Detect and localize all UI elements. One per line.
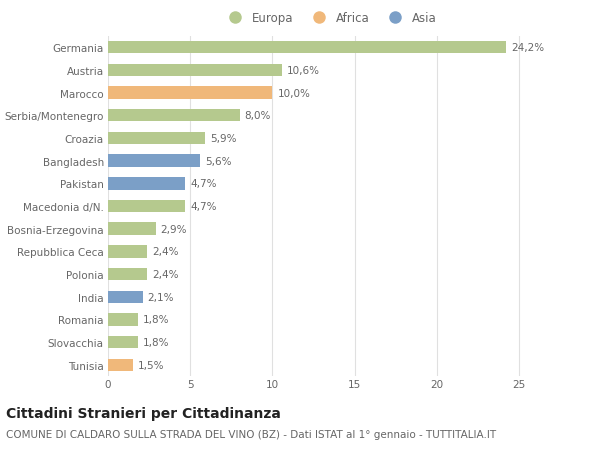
Text: 2,9%: 2,9% xyxy=(161,224,187,234)
Text: 8,0%: 8,0% xyxy=(244,111,271,121)
Text: 24,2%: 24,2% xyxy=(511,43,544,53)
Text: 1,8%: 1,8% xyxy=(143,337,169,347)
Bar xyxy=(108,200,185,213)
Text: 4,7%: 4,7% xyxy=(190,202,217,212)
Bar xyxy=(108,178,185,190)
Bar xyxy=(108,87,272,100)
Text: 2,4%: 2,4% xyxy=(152,247,179,257)
Bar xyxy=(108,268,148,281)
Bar xyxy=(108,359,133,371)
Text: 2,4%: 2,4% xyxy=(152,269,179,280)
Bar xyxy=(108,155,200,168)
Bar xyxy=(108,313,137,326)
Bar xyxy=(108,64,283,77)
Bar xyxy=(108,132,205,145)
Bar xyxy=(108,110,239,122)
Text: 1,8%: 1,8% xyxy=(143,315,169,325)
Legend: Europa, Africa, Asia: Europa, Africa, Asia xyxy=(221,10,439,28)
Text: Cittadini Stranieri per Cittadinanza: Cittadini Stranieri per Cittadinanza xyxy=(6,406,281,420)
Text: 1,5%: 1,5% xyxy=(137,360,164,370)
Text: 4,7%: 4,7% xyxy=(190,179,217,189)
Bar xyxy=(108,42,506,54)
Bar xyxy=(108,246,148,258)
Bar xyxy=(108,291,143,303)
Text: 5,6%: 5,6% xyxy=(205,156,232,166)
Text: 10,0%: 10,0% xyxy=(277,88,310,98)
Text: 2,1%: 2,1% xyxy=(148,292,174,302)
Bar xyxy=(108,336,137,349)
Text: 5,9%: 5,9% xyxy=(210,134,236,144)
Text: 10,6%: 10,6% xyxy=(287,66,320,76)
Text: COMUNE DI CALDARO SULLA STRADA DEL VINO (BZ) - Dati ISTAT al 1° gennaio - TUTTIT: COMUNE DI CALDARO SULLA STRADA DEL VINO … xyxy=(6,429,496,439)
Bar xyxy=(108,223,155,235)
